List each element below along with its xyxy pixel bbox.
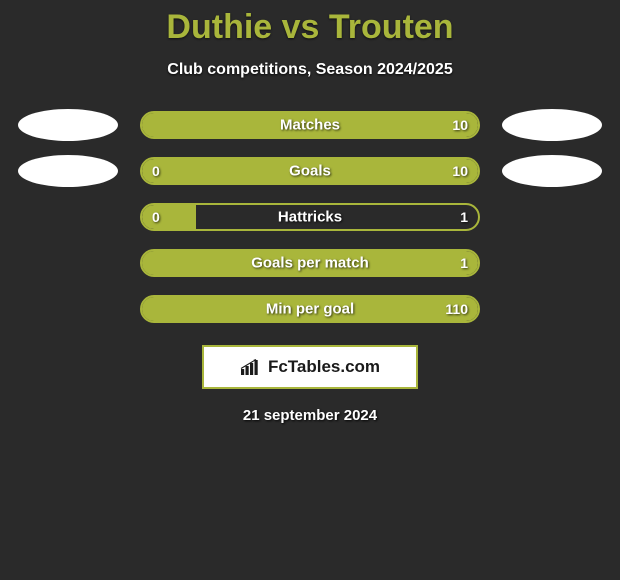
bar-fill-right	[196, 159, 478, 183]
stat-label: Hattricks	[278, 209, 342, 226]
logo-box: FcTables.com	[202, 345, 418, 389]
stat-value-right: 10	[452, 163, 468, 179]
avatar-spacer	[18, 293, 118, 325]
stat-row: 0 1 Hattricks	[0, 203, 620, 231]
stat-row: 110 Min per goal	[0, 295, 620, 323]
stat-value-right: 1	[460, 209, 468, 225]
player-right-avatar	[502, 155, 602, 187]
stat-label: Min per goal	[266, 301, 354, 318]
stat-label: Goals	[289, 163, 331, 180]
stat-value-right: 110	[445, 301, 468, 317]
player-left-avatar	[18, 109, 118, 141]
logo-text: FcTables.com	[268, 357, 380, 377]
player-right-avatar	[502, 109, 602, 141]
comparison-infographic: Duthie vs Trouten Club competitions, Sea…	[0, 0, 620, 580]
bars-icon	[240, 358, 262, 376]
stat-bar: 110 Min per goal	[140, 295, 480, 323]
page-title: Duthie vs Trouten	[166, 8, 453, 47]
stat-bar: 0 10 Goals	[140, 157, 480, 185]
stat-rows: 10 Matches 0 10 Goals 0 1 Hattricks 1 Goals per m…	[0, 111, 620, 323]
player-left-avatar	[18, 155, 118, 187]
avatar-spacer	[18, 201, 118, 233]
stat-bar: 1 Goals per match	[140, 249, 480, 277]
bar-fill-left	[142, 159, 196, 183]
stat-value-right: 10	[452, 117, 468, 133]
avatar-spacer	[502, 201, 602, 233]
bar-fill-left	[142, 205, 196, 229]
stat-label: Matches	[280, 117, 340, 134]
stat-row: 10 Matches	[0, 111, 620, 139]
page-subtitle: Club competitions, Season 2024/2025	[167, 61, 452, 79]
stat-bar: 10 Matches	[140, 111, 480, 139]
avatar-spacer	[18, 247, 118, 279]
date-text: 21 september 2024	[243, 407, 377, 424]
avatar-spacer	[502, 293, 602, 325]
stat-label: Goals per match	[251, 255, 369, 272]
stat-row: 0 10 Goals	[0, 157, 620, 185]
avatar-spacer	[502, 247, 602, 279]
stat-bar: 0 1 Hattricks	[140, 203, 480, 231]
stat-value-left: 0	[152, 163, 160, 179]
stat-value-left: 0	[152, 209, 160, 225]
stat-row: 1 Goals per match	[0, 249, 620, 277]
stat-value-right: 1	[460, 255, 468, 271]
